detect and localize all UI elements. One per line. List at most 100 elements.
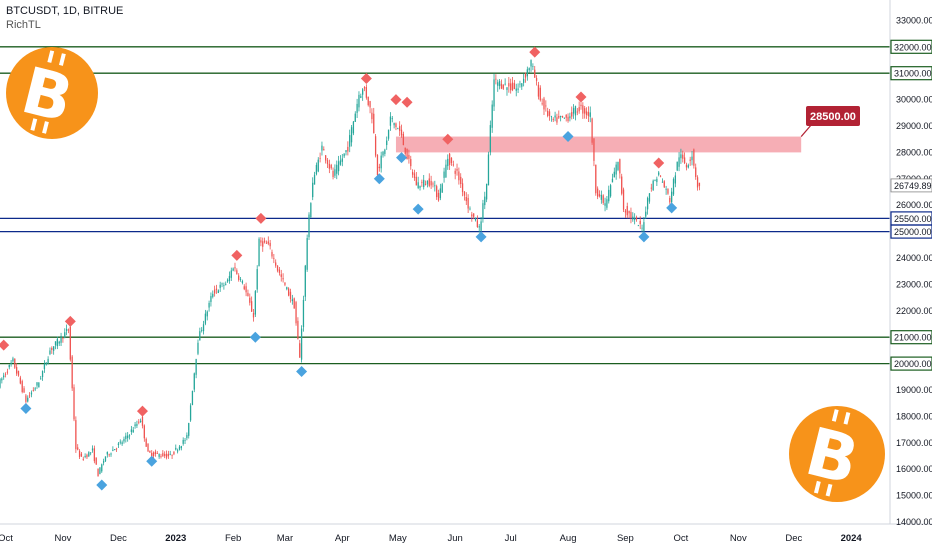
sell-signal-marker	[0, 339, 10, 351]
candle-body	[162, 453, 164, 457]
candle-body	[45, 362, 47, 365]
candle-body	[665, 188, 667, 190]
candle-body	[347, 146, 349, 152]
candle-body	[349, 135, 351, 147]
last-price-label: 26749.89	[894, 181, 932, 191]
candle-body	[271, 251, 273, 257]
candle-body	[473, 213, 475, 217]
candle-body	[321, 145, 323, 151]
candle-body	[384, 149, 386, 154]
candle-body	[637, 225, 640, 227]
candle-body	[571, 112, 573, 117]
candle-body	[6, 371, 9, 373]
candle-body	[534, 69, 536, 78]
candle-body	[93, 448, 96, 462]
candle-body	[345, 150, 347, 153]
candle-body	[171, 454, 173, 456]
candle-body	[439, 188, 442, 199]
candle-body	[535, 78, 538, 81]
candle-body	[193, 373, 195, 390]
candle-body	[485, 183, 488, 200]
candle-body	[73, 387, 75, 420]
candle-body	[489, 125, 491, 153]
candle-body	[619, 159, 621, 174]
candle-body	[243, 286, 245, 290]
candle-body	[559, 116, 562, 118]
candle-body	[400, 129, 403, 136]
candle-body	[358, 94, 360, 108]
candle-body	[34, 388, 36, 390]
level-lines-layer	[0, 46, 890, 365]
candle-body	[550, 116, 553, 118]
candle-body	[16, 367, 18, 374]
y-tick-label: 19000.00	[896, 385, 932, 395]
level-label: 25000.00	[894, 227, 932, 237]
candle-body	[14, 358, 16, 368]
candle-body	[19, 377, 22, 384]
candle-body	[587, 111, 590, 117]
candle-body	[598, 194, 601, 197]
x-tick-label: Sep	[617, 533, 634, 544]
candle-body	[411, 171, 414, 175]
candle-body	[654, 180, 656, 182]
candle-body	[213, 289, 216, 294]
candle-body	[84, 455, 86, 457]
level-label-box	[890, 39, 932, 54]
candle-body	[354, 113, 356, 122]
x-tick-label: Oct	[0, 533, 13, 544]
x-tick-label: Mar	[277, 533, 293, 544]
candle-body	[278, 269, 281, 273]
candle-body	[445, 164, 447, 178]
candle-body	[202, 324, 205, 332]
candle-body	[151, 452, 153, 457]
candle-body	[180, 446, 182, 449]
y-tick-label: 16000.00	[896, 464, 932, 474]
candle-body	[530, 60, 532, 67]
candle-body	[378, 166, 380, 169]
candle-body	[304, 265, 306, 297]
candle-body	[127, 435, 129, 439]
candle-body	[556, 117, 558, 123]
candle-body	[502, 84, 504, 89]
buy-signal-marker	[373, 173, 385, 185]
x-tick-label: Jul	[505, 533, 517, 544]
candle-body	[130, 429, 133, 432]
candle-body	[12, 358, 14, 362]
candle-body	[54, 341, 57, 346]
chart-header: BTCUSDT, 1D, BITRUE RichTL	[6, 4, 123, 32]
candle-body	[80, 453, 83, 457]
candle-body	[386, 140, 388, 146]
candle-body	[267, 241, 269, 244]
candle-body	[75, 420, 77, 450]
y-tick-label: 24000.00	[896, 253, 932, 263]
candle-body	[436, 186, 438, 198]
candle-body	[188, 423, 190, 436]
candle-body	[448, 153, 451, 165]
candle-body	[685, 164, 688, 168]
candle-body	[513, 83, 516, 90]
candle-body	[430, 180, 432, 186]
candle-body	[78, 450, 81, 458]
candle-body	[691, 156, 693, 161]
candle-body	[60, 335, 62, 343]
candle-body	[693, 149, 695, 166]
candle-body	[236, 270, 238, 275]
candle-body	[238, 275, 240, 280]
candle-body	[597, 188, 599, 197]
candle-body	[104, 456, 107, 462]
indicator-name: RichTL	[6, 19, 41, 31]
candles-layer	[0, 59, 701, 477]
candle-body	[635, 217, 638, 220]
candle-body	[208, 302, 210, 308]
candle-body	[410, 159, 412, 167]
candle-body	[580, 104, 582, 107]
candle-body	[585, 111, 588, 115]
candle-body	[689, 159, 691, 161]
candle-body	[86, 454, 88, 458]
level-label: 25500.00	[894, 214, 932, 224]
candle-body	[528, 68, 530, 71]
candle-body	[226, 279, 229, 282]
candle-body	[569, 116, 571, 119]
